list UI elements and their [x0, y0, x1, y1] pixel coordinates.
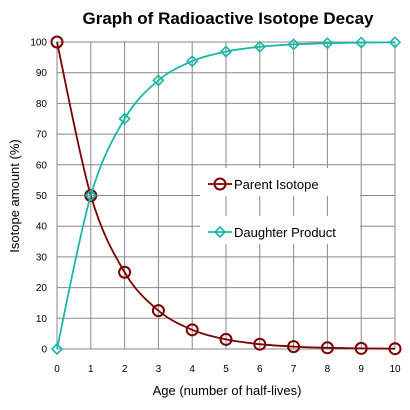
legend: Parent Isotope Daughter Product: [200, 168, 360, 244]
parent-isotope-series: [50, 35, 402, 356]
parent-isotope-point: [320, 341, 334, 355]
daughter-product-point: [355, 36, 368, 49]
parent-isotope-point: [151, 304, 165, 318]
parent-isotope-legend-marker: [213, 177, 227, 191]
daughter-product-point: [50, 342, 64, 356]
plot-frame: [56, 41, 396, 350]
x-tick-label: 5: [223, 364, 229, 375]
y-axis-label: Isotope amount (%): [7, 139, 22, 252]
daughter-product-point: [84, 189, 97, 202]
parent-isotope-legend-label: Parent Isotope: [234, 177, 319, 192]
y-tick-label: 60: [36, 160, 48, 171]
x-tick-label: 7: [291, 364, 297, 375]
x-tick-label: 0: [54, 364, 60, 375]
y-tick-label: 10: [36, 314, 48, 325]
x-tick-label: 8: [325, 364, 331, 375]
daughter-product-legend-marker: [213, 225, 227, 239]
y-tick-label: 30: [36, 252, 48, 263]
parent-isotope-point: [388, 342, 402, 356]
parent-isotope-point: [253, 337, 267, 351]
daughter-product-legend-label: Daughter Product: [234, 225, 336, 240]
daughter-product-point: [287, 38, 300, 51]
x-tick-label: 6: [257, 364, 263, 375]
x-tick-label: 4: [189, 364, 195, 375]
daughter-product-point: [388, 36, 402, 49]
x-tick-label: 9: [358, 364, 364, 375]
y-tick-label: 40: [36, 222, 48, 233]
x-tick-label: 3: [156, 364, 162, 375]
x-tick-label: 2: [122, 364, 128, 375]
parent-isotope-point: [354, 341, 368, 355]
parent-isotope-point: [185, 323, 199, 337]
daughter-product-point: [118, 112, 131, 125]
y-tick-label: 100: [30, 38, 47, 49]
daughter-product-point: [253, 40, 266, 53]
parent-isotope-point: [50, 35, 64, 49]
x-tick-label: 10: [389, 364, 401, 375]
y-tick-label: 0: [41, 345, 47, 356]
y-tick-label: 50: [36, 191, 48, 202]
y-tick-label: 90: [36, 68, 48, 79]
daughter-product-point: [321, 37, 334, 50]
legend-entry-background: [200, 168, 360, 196]
series-lines: [50, 35, 402, 356]
daughter-product-point: [219, 45, 233, 58]
parent-isotope-point: [219, 332, 233, 346]
y-tick-label: 20: [36, 283, 48, 294]
legend-entry-background: [200, 216, 360, 244]
daughter-product-point: [152, 74, 165, 87]
y-tick-label: 80: [36, 99, 48, 110]
x-tick-label: 1: [88, 364, 94, 375]
y-tick-label: 70: [36, 130, 48, 141]
parent-isotope-point: [118, 265, 132, 279]
parent-isotope-point: [287, 340, 301, 354]
chart-title: Graph of Radioactive Isotope Decay: [83, 9, 375, 28]
daughter-product-series: [50, 36, 402, 356]
x-axis-label: Age (number of half-lives): [153, 383, 302, 398]
daughter-product-point: [186, 55, 199, 68]
